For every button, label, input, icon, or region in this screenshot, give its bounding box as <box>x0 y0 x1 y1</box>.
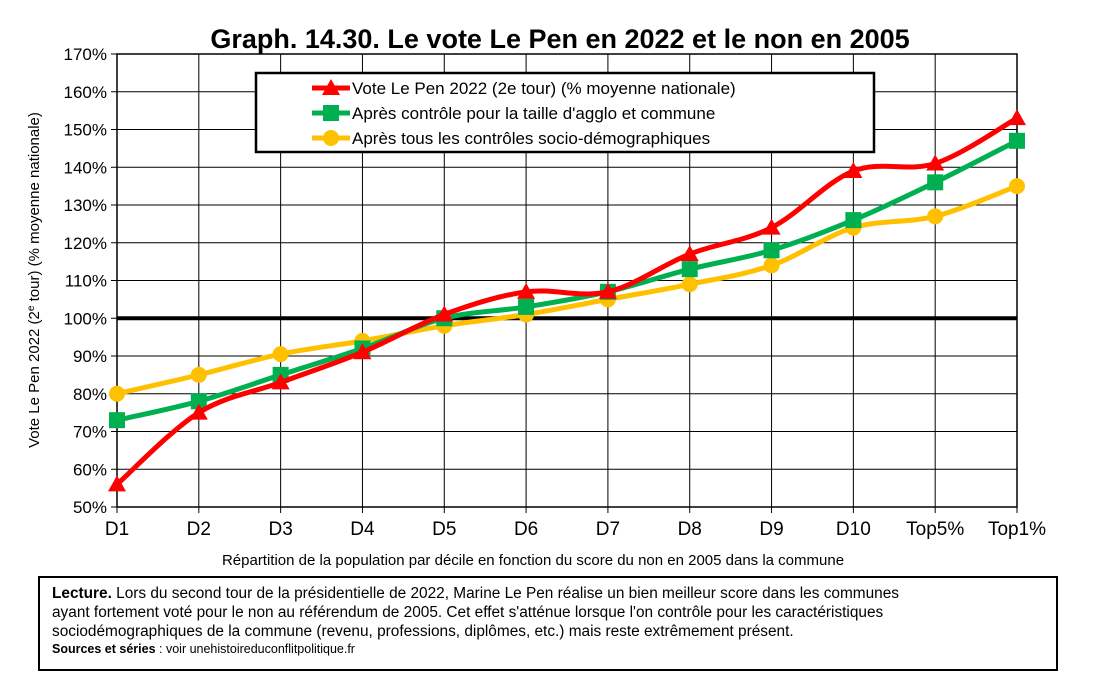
data-point <box>762 218 781 235</box>
legend-swatch-marker <box>323 105 339 121</box>
legend-item: Vote Le Pen 2022 (2e tour) (% moyenne na… <box>312 79 736 98</box>
chart-title: Graph. 14.30. Le vote Le Pen en 2022 et … <box>210 24 909 54</box>
y-tick-label: 150% <box>64 121 107 140</box>
data-point <box>517 282 536 299</box>
data-point <box>763 257 780 274</box>
data-point <box>272 346 289 363</box>
x-tick-label: Top1% <box>988 519 1046 540</box>
legend-swatch-marker <box>322 79 340 95</box>
x-tick-label: D9 <box>759 519 783 540</box>
y-tick-label: 90% <box>73 347 107 366</box>
lecture-line-2: ayant fortement voté pour le non au réfé… <box>52 604 884 621</box>
data-point <box>927 208 944 225</box>
data-point <box>681 276 698 293</box>
x-tick-label: D1 <box>105 519 129 540</box>
x-tick-label: D7 <box>596 519 620 540</box>
data-point <box>271 373 290 390</box>
y-tick-label: 120% <box>64 234 107 253</box>
series-group <box>108 109 1026 492</box>
y-axis-ticks: 50% 60% 70% 80% 90% 100% 110% 120% 130% 140% 150% 1… <box>64 45 117 517</box>
series-line <box>116 183 1018 397</box>
data-point <box>353 343 372 360</box>
data-point <box>926 154 945 171</box>
sources-label: Sources et séries <box>52 642 156 656</box>
x-axis-label: Répartition de la population par décile … <box>222 552 844 569</box>
y-tick-label: 140% <box>64 158 107 177</box>
legend: Vote Le Pen 2022 (2e tour) (% moyenne na… <box>254 71 876 154</box>
plot-area-border <box>116 53 1018 508</box>
legend-swatch-marker <box>323 130 339 146</box>
data-point <box>844 162 863 179</box>
x-tick-label: D3 <box>268 519 292 540</box>
data-point <box>108 475 126 492</box>
x-tick-label: D6 <box>514 519 538 540</box>
lecture-line-3: sociodémographiques de la commune (reven… <box>52 623 794 640</box>
y-tick-label: 60% <box>73 460 107 479</box>
x-tick-label: Top5% <box>906 519 964 540</box>
data-point <box>189 403 208 420</box>
legend-label: Après tous les contrôles socio-démograph… <box>352 129 710 148</box>
y-tick-label: 70% <box>73 423 107 442</box>
y-tick-label: 160% <box>64 83 107 102</box>
y-tick-label: 100% <box>64 309 107 328</box>
data-point <box>680 245 699 262</box>
data-point <box>763 242 780 259</box>
legend-box <box>254 71 876 154</box>
series-line <box>116 138 1019 423</box>
x-axis-ticks: D1 D2 D3 D4 D5 D6 D7 D8 D9 D10 Top5% Top1% <box>105 507 1046 540</box>
y-tick-label: 50% <box>73 498 107 517</box>
y-tick-label: 170% <box>64 45 107 64</box>
lecture-line-1: Lecture. Lors du second tour de la prési… <box>52 584 1046 603</box>
data-point <box>1009 132 1025 149</box>
data-point <box>190 393 207 410</box>
legend-item: Après contrôle pour la taille d'agglo et… <box>312 104 715 123</box>
legend-label: Vote Le Pen 2022 (2e tour) (% moyenne na… <box>352 79 736 98</box>
x-tick-label: D10 <box>836 519 871 540</box>
series-triangle <box>108 109 1026 492</box>
lecture-text-1: Lors du second tour de la présidentielle… <box>116 585 899 602</box>
data-point <box>845 212 862 229</box>
legend-label: Après contrôle pour la taille d'agglo et… <box>352 104 715 123</box>
sources-line: Sources et séries : voir unehistoireduco… <box>52 641 1046 657</box>
y-tick-label: 80% <box>73 385 107 404</box>
lecture-box: Lecture. Lors du second tour de la prési… <box>38 576 1058 671</box>
data-point <box>598 282 617 299</box>
data-point <box>681 261 698 278</box>
series-line <box>115 115 1019 487</box>
y-tick-label: 130% <box>64 196 107 215</box>
data-point <box>190 366 207 383</box>
data-point <box>927 174 944 191</box>
data-point <box>109 412 125 429</box>
y-tick-label: 110% <box>65 272 107 291</box>
data-point <box>109 385 125 402</box>
x-tick-label: D2 <box>187 519 211 540</box>
data-point <box>435 305 454 322</box>
x-tick-label: D8 <box>678 519 702 540</box>
legend-item: Après tous les contrôles socio-démograph… <box>312 129 710 148</box>
line-chart: Graph. 14.30. Le vote Le Pen en 2022 et … <box>26 24 1047 569</box>
sources-text: : voir unehistoireduconflitpolitique.fr <box>155 642 355 656</box>
series-circle <box>109 178 1025 402</box>
data-point <box>1008 109 1026 126</box>
data-point <box>1009 178 1025 195</box>
lecture-label: Lecture. <box>52 585 112 602</box>
x-tick-label: D4 <box>350 519 375 540</box>
data-point <box>518 298 535 315</box>
y-axis-label: Vote Le Pen 2022 (2e tour) (% moyenne na… <box>26 112 44 448</box>
x-tick-label: D5 <box>432 519 456 540</box>
